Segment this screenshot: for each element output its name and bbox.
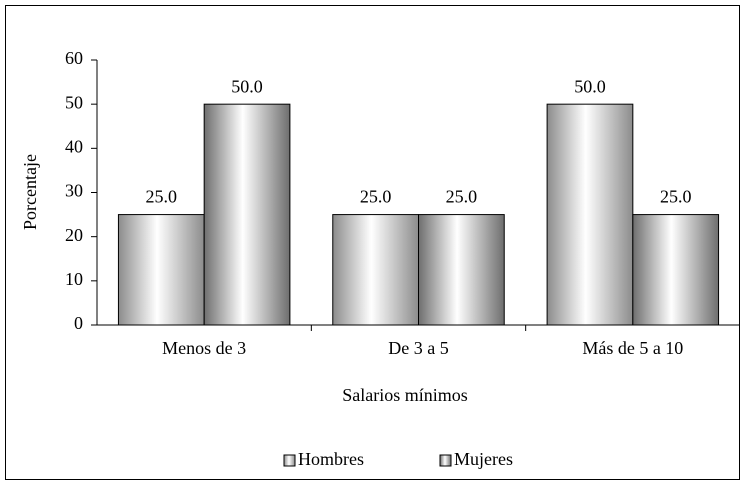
bar [203,103,291,326]
legend-swatch [439,454,452,467]
y-axis-title: Porcentaje [20,154,40,230]
legend-label: Mujeres [454,449,513,469]
x-axis-title: Salarios mínimos [342,385,468,405]
bar [332,214,419,326]
x-tick-label: De 3 a 5 [388,338,448,358]
y-tick-label: 20 [65,225,83,245]
bar [418,214,505,326]
legend-label: Hombres [298,449,364,469]
data-label: 25.0 [446,187,478,207]
data-label: 50.0 [574,76,606,96]
data-label: 50.0 [231,76,263,96]
data-label: 25.0 [360,187,392,207]
y-tick-label: 0 [74,313,83,333]
y-tick-label: 60 [65,48,83,68]
bar [546,103,634,326]
y-tick-label: 50 [65,92,83,112]
bar [117,214,205,326]
x-tick-label: Menos de 3 [162,338,246,358]
data-label: 25.0 [660,187,692,207]
bar [632,214,720,326]
legend-swatch [283,454,296,467]
y-tick-label: 10 [65,269,83,289]
y-tick-label: 40 [65,136,83,156]
x-tick-label: Más de 5 a 10 [582,338,683,358]
data-label: 25.0 [146,187,178,207]
y-tick-label: 30 [65,181,83,201]
